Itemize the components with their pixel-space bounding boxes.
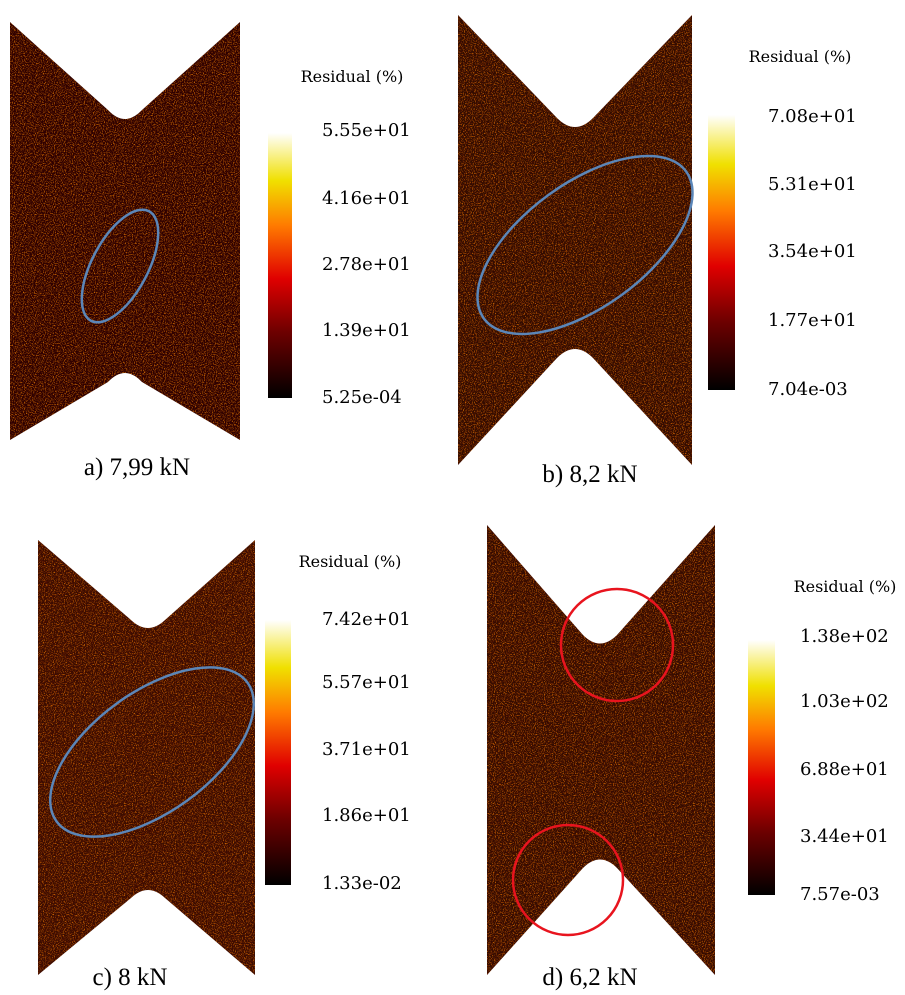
colorbar-label: 6.88e+01 [800,759,889,780]
colorbar-label: 4.16e+01 [322,188,411,209]
highlight-ellipse [476,154,694,336]
colorbar-label: 5.25e-04 [322,387,402,408]
colorbar-label: 1.86e+01 [322,805,411,826]
panel-d: Residual (%) 1.38e+02 1.03e+02 6.88e+01 … [487,525,896,991]
colorbar [708,115,735,390]
colorbar-label: 2.78e+01 [322,254,411,275]
colorbar-label: 5.31e+01 [768,174,857,195]
panel-c: Residual (%) 7.42e+01 5.57e+01 3.71e+01 … [38,540,411,991]
colorbar-label: 3.44e+01 [800,826,889,847]
panel-a: Residual (%) 5.55e+01 4.16e+01 2.78e+01 … [10,22,411,481]
colorbar-label: 3.54e+01 [768,241,857,262]
colorbar-label: 7.04e-03 [768,379,848,400]
colorbar-label: 1.03e+02 [800,691,889,712]
highlight-circle [511,823,625,937]
specimen [458,15,692,465]
colorbar-label: 5.57e+01 [322,672,411,693]
caption: c) 8 kN [93,964,168,991]
colorbar-label: 1.33e-02 [322,873,402,894]
colorbar-label: 5.55e+01 [322,120,411,141]
specimen [10,22,240,440]
colorbar-title: Residual (%) [749,47,852,66]
colorbar-label: 1.39e+01 [322,320,411,341]
caption: b) 8,2 kN [542,461,637,488]
caption: a) 7,99 kN [84,454,190,481]
colorbar-label: 7.57e-03 [800,884,880,905]
colorbar-label: 1.38e+02 [800,626,889,647]
highlight-ellipse [48,666,256,838]
colorbar-label: 7.42e+01 [322,609,411,630]
colorbar-label: 3.71e+01 [322,739,411,760]
highlight-circle [559,587,675,703]
specimen [38,540,255,975]
colorbar-title: Residual (%) [794,577,897,596]
colorbar [268,133,292,398]
caption: d) 6,2 kN [542,964,637,991]
specimen [487,525,715,975]
colorbar-title: Residual (%) [301,67,404,86]
panel-b: Residual (%) 7.08e+01 5.31e+01 3.54e+01 … [458,15,857,488]
colorbar [265,620,291,885]
colorbar [748,640,775,895]
colorbar-title: Residual (%) [299,552,402,571]
highlight-ellipse [80,208,160,324]
colorbar-label: 1.77e+01 [768,310,857,331]
colorbar-label: 7.08e+01 [768,106,857,127]
